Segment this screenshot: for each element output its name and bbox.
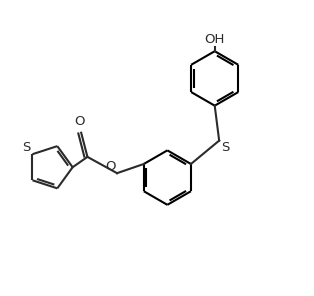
Text: O: O bbox=[74, 115, 85, 128]
Text: S: S bbox=[222, 141, 230, 155]
Text: O: O bbox=[105, 160, 115, 173]
Text: S: S bbox=[22, 141, 30, 154]
Text: OH: OH bbox=[204, 33, 225, 46]
